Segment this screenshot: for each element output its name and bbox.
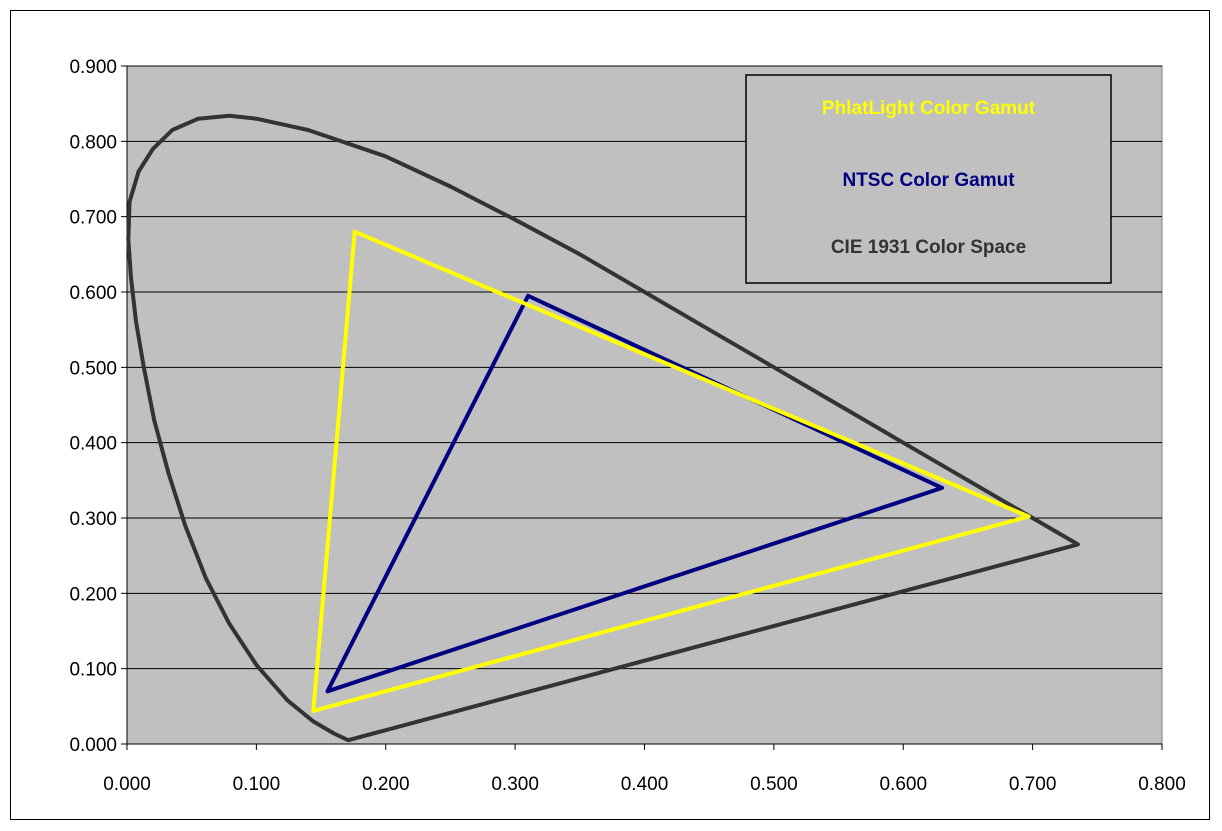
x-tick-label: 0.100 — [233, 774, 281, 795]
y-tick-label: 0.000 — [69, 735, 117, 756]
x-tick-label: 0.800 — [1138, 774, 1186, 795]
y-tick-label: 0.300 — [69, 509, 117, 530]
y-tick-label: 0.100 — [69, 660, 117, 681]
y-tick-label: 0.700 — [69, 208, 117, 229]
x-tick-label: 0.200 — [362, 774, 410, 795]
series-phlatlight-color-gamut — [311, 229, 1031, 713]
legend-item-ntsc-color-gamut: NTSC Color Gamut — [842, 170, 1015, 191]
y-tick-label: 0.900 — [69, 57, 117, 78]
series-cie-1931-color-space — [126, 113, 1080, 743]
y-tick-label: 0.400 — [69, 434, 117, 455]
legend-item-phlatlight-color-gamut: PhlatLight Color Gamut — [822, 98, 1036, 119]
legend: PhlatLight Color Gamut NTSC Color Gamut CI… — [745, 74, 1112, 284]
y-tick-label: 0.500 — [69, 358, 117, 379]
legend-item-cie-1931-color-space: CIE 1931 Color Space — [831, 237, 1026, 258]
y-tick-label: 0.600 — [69, 283, 117, 304]
y-tick-label: 0.800 — [69, 132, 117, 153]
series-layer — [126, 113, 1080, 743]
legend-box — [745, 74, 1112, 284]
axes: 0.000 0.100 0.200 0.300 0.400 0.500 0.600 0.700… — [69, 57, 1185, 795]
x-tick-label: 0.400 — [621, 774, 669, 795]
x-tick-label: 0.300 — [491, 774, 539, 795]
x-tick-label: 0.500 — [750, 774, 798, 795]
y-tick-label: 0.200 — [69, 584, 117, 605]
x-tick-label: 0.600 — [879, 774, 927, 795]
x-tick-label: 0.000 — [103, 774, 151, 795]
x-tick-label: 0.700 — [1009, 774, 1057, 795]
